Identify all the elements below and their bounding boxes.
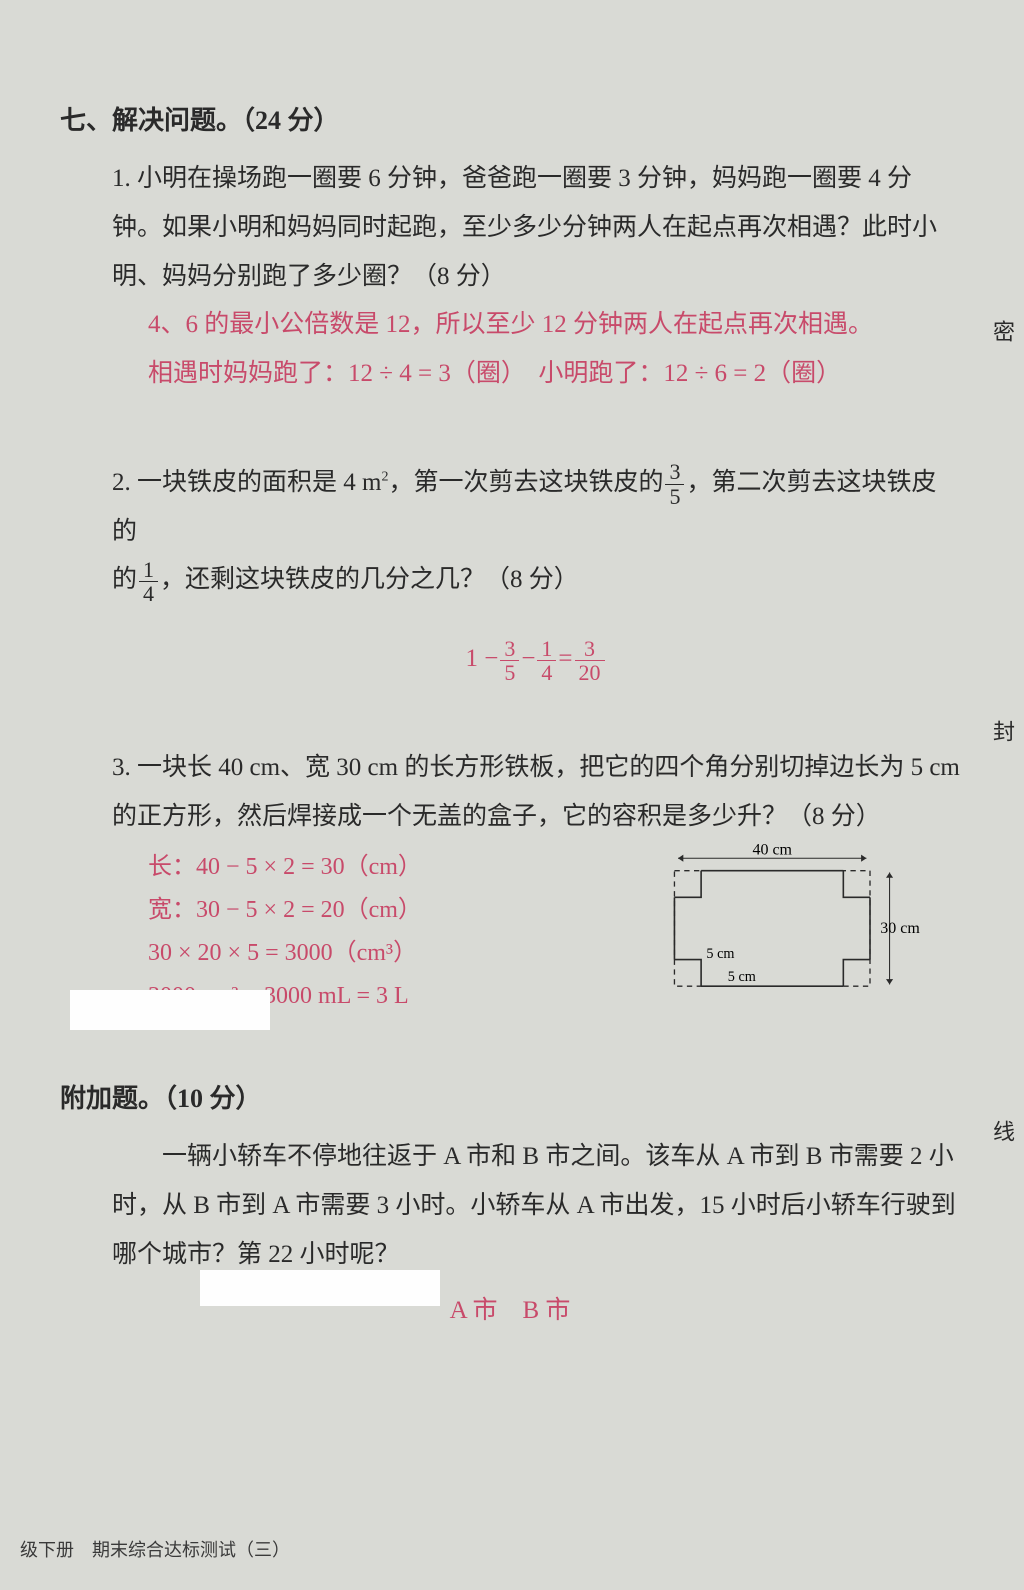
problem-3-diagram: 40 cm 30 cm 5 cm 5 cm: [650, 844, 930, 1004]
problem-3-num: 3.: [112, 754, 131, 781]
p2-frac2: 14: [139, 558, 158, 605]
p2-f2-d: 4: [139, 582, 158, 605]
problem-2-num: 2.: [112, 469, 131, 496]
p2-af1-d: 5: [500, 661, 519, 684]
bonus-answer: A 市 B 市: [60, 1290, 960, 1326]
p2-t4: ，还剩这块铁皮的几分之几？（8 分）: [160, 566, 579, 593]
p2-af3-d: 20: [575, 661, 605, 684]
p2-ans-f3: 320: [575, 637, 605, 684]
p2-ans-m2: =: [558, 635, 572, 684]
bonus-text: 一辆小轿车不停地往返于 A 市和 B 市之间。该车从 A 市到 B 市需要 2 …: [112, 1143, 956, 1268]
diag-wlabel: 40 cm: [752, 844, 792, 859]
bonus-title: 附加题。（10 分）: [60, 1078, 960, 1115]
p2-af2-d: 4: [537, 661, 556, 684]
p2-af2-n: 1: [537, 637, 556, 661]
diag-hlabel: 30 cm: [880, 920, 920, 937]
p2-t1: 一块铁皮的面积是 4 m: [137, 469, 381, 496]
diag-cut2: 5 cm: [728, 969, 756, 985]
edge-mi: 密: [986, 320, 1018, 342]
problem-2-answer: 1 − 35 − 14 = 320: [112, 635, 960, 684]
problem-1-text: 小明在操场跑一圈要 6 分钟，爸爸跑一圈要 3 分钟，妈妈跑一圈要 4 分钟。如…: [112, 165, 937, 290]
p2-f1-n: 3: [665, 460, 684, 484]
p2-af3-n: 3: [575, 637, 605, 661]
p2-ans-f2: 14: [537, 637, 556, 684]
p2-f2-n: 1: [139, 558, 158, 582]
bonus-body: 一辆小轿车不停地往返于 A 市和 B 市之间。该车从 A 市到 B 市需要 2 …: [112, 1133, 960, 1279]
p2-ans-f1: 35: [500, 637, 519, 684]
problem-3: 3. 一块长 40 cm、宽 30 cm 的长方形铁板，把它的四个角分别切掉边长…: [112, 744, 960, 1018]
problem-1-answer-2: 相遇时妈妈跑了：12 ÷ 4 = 3（圈） 小明跑了：12 ÷ 6 = 2（圈）: [148, 350, 960, 399]
problem-1-num: 1.: [112, 165, 131, 192]
problem-3-text: 一块长 40 cm、宽 30 cm 的长方形铁板，把它的四个角分别切掉边长为 5…: [112, 754, 960, 830]
edge-xian: 线: [986, 1120, 1018, 1142]
p2-frac1: 35: [665, 460, 684, 507]
page-footer: 级下册 期末综合达标测试（三）: [20, 1536, 290, 1562]
problem-1: 1. 小明在操场跑一圈要 6 分钟，爸爸跑一圈要 3 分钟，妈妈跑一圈要 4 分…: [112, 155, 960, 399]
p2-t2: ，第一次剪去这块铁皮的: [388, 469, 663, 496]
p2-t3b: 的: [112, 566, 137, 593]
p2-af1-n: 3: [500, 637, 519, 661]
cover-patch: [70, 990, 270, 1030]
cover-patch: [200, 1270, 440, 1306]
p2-ans-prefix: 1 −: [465, 635, 498, 684]
problem-2: 2. 一块铁皮的面积是 4 m2，第一次剪去这块铁皮的35，第二次剪去这块铁皮的…: [112, 459, 960, 684]
diag-cut1: 5 cm: [706, 946, 734, 962]
problem-1-answer-1: 4、6 的最小公倍数是 12，所以至少 12 分钟两人在起点再次相遇。: [148, 301, 960, 350]
p2-ans-m1: −: [521, 635, 535, 684]
p2-f1-d: 5: [665, 485, 684, 508]
edge-feng: 封: [986, 720, 1018, 742]
section-title: 七、解决问题。（24 分）: [60, 100, 960, 137]
